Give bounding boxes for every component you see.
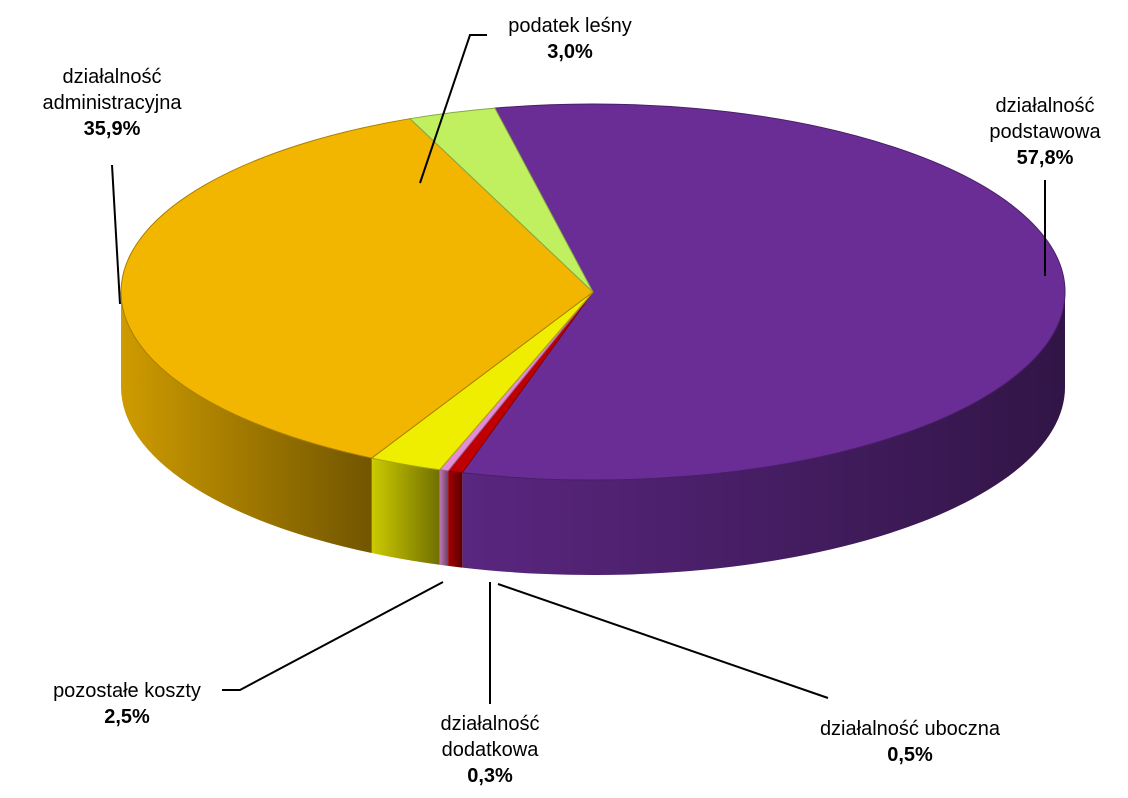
data-label-value: 2,5%	[104, 706, 150, 728]
pie-sides	[121, 292, 1066, 575]
pie-side-shade-4	[121, 292, 372, 554]
data-label-value: 3,0%	[547, 41, 593, 63]
data-label-text: pozostałe koszty	[53, 680, 201, 702]
data-label-text: działalność	[996, 95, 1095, 117]
pie-side-shade-3	[371, 458, 440, 565]
data-label-text: podstawowa	[989, 121, 1101, 143]
leader-line-5	[419, 34, 487, 184]
pie-side-shade-0	[462, 292, 1066, 575]
leader-lines	[111, 34, 1046, 704]
data-label-2: działalność dodatkowa 0,3%	[441, 713, 540, 787]
data-label-text: administracyjna	[43, 92, 183, 114]
leader-line-4	[111, 164, 121, 305]
pie-slice-4	[120, 118, 594, 459]
pie-slice-0	[461, 103, 1066, 481]
pie-side-shade-2	[439, 469, 449, 566]
data-label-text: dodatkowa	[442, 739, 540, 761]
pie-side-shade-1	[448, 470, 463, 568]
pie-slice-5	[409, 107, 594, 293]
data-label-text: podatek leśny	[508, 15, 631, 37]
pie-tops	[120, 103, 1066, 481]
data-label-value: 0,5%	[887, 744, 933, 766]
data-label-value: 0,3%	[467, 765, 513, 787]
data-label-3: pozostałe koszty 2,5%	[53, 680, 201, 728]
data-label-value: 57,8%	[1017, 147, 1074, 169]
leader-line-1	[497, 583, 829, 699]
data-label-5: podatek leśny 3,0%	[508, 15, 631, 63]
data-label-text: działalność	[63, 66, 162, 88]
data-label-text: działalność	[441, 713, 540, 735]
data-label-value: 35,9%	[84, 118, 141, 140]
leader-line-3	[222, 581, 444, 691]
data-labels: działalność podstawowa 57,8% działalność ub…	[43, 15, 1102, 787]
data-label-1: działalność uboczna 0,5%	[820, 718, 1001, 766]
data-label-4: działalność administracyjna 35,9%	[43, 66, 183, 140]
data-label-text: działalność uboczna	[820, 718, 1001, 740]
data-label-0: działalność podstawowa 57,8%	[989, 95, 1101, 169]
